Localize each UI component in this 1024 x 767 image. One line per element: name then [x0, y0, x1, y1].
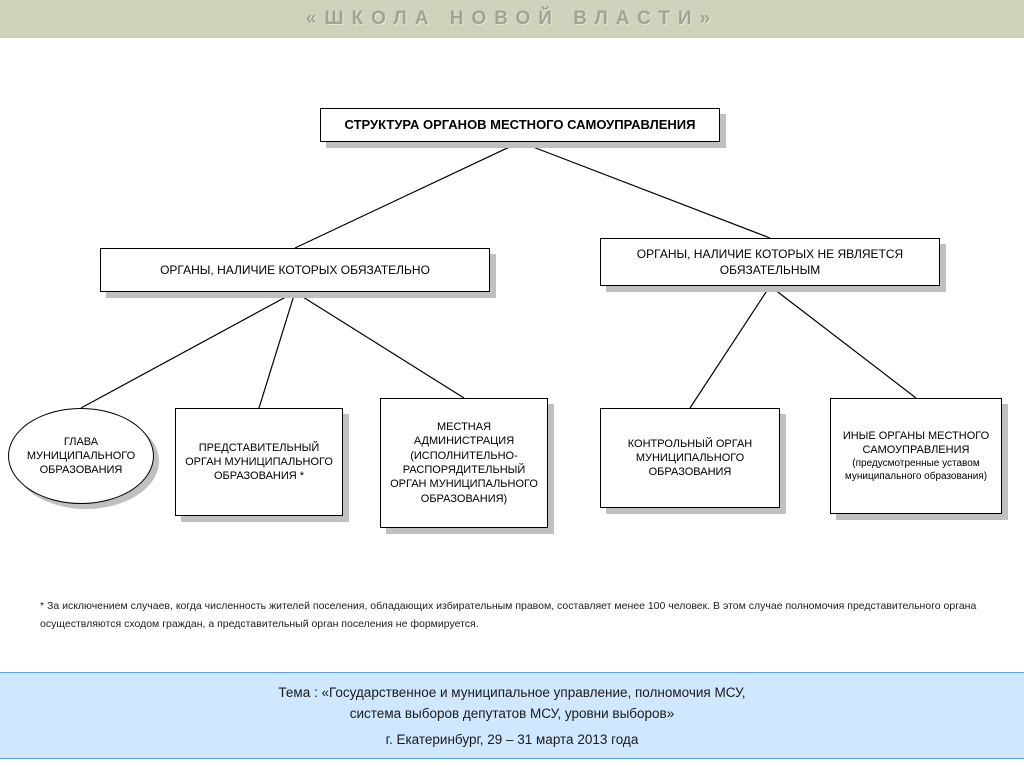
- footnote-text: * За исключением случаев, когда численно…: [40, 598, 984, 634]
- left-branch-node: ОРГАНЫ, НАЛИЧИЕ КОТОРЫХ ОБЯЗАТЕЛЬНО: [100, 248, 490, 292]
- leaf5-label-main: ИНЫЕ ОРГАНЫ МЕСТНОГО САМОУПРАВЛЕНИЯ: [839, 429, 993, 458]
- leaf4-node: КОНТРОЛЬНЫЙ ОРГАН МУНИЦИПАЛЬНОГО ОБРАЗОВ…: [600, 408, 780, 508]
- leaf5-content: ИНЫЕ ОРГАНЫ МЕСТНОГО САМОУПРАВЛЕНИЯ (пре…: [839, 429, 993, 484]
- leaf2-node: ПРЕДСТАВИТЕЛЬНЫЙ ОРГАН МУНИЦИПАЛЬНОГО ОБ…: [175, 408, 343, 516]
- left-branch-label: ОРГАНЫ, НАЛИЧИЕ КОТОРЫХ ОБЯЗАТЕЛЬНО: [160, 262, 430, 278]
- leaf4-label: КОНТРОЛЬНЫЙ ОРГАН МУНИЦИПАЛЬНОГО ОБРАЗОВ…: [609, 437, 771, 480]
- leaf5-label-sub: (предусмотренные уставом муниципального …: [839, 457, 993, 483]
- footer-line3: г. Екатеринбург, 29 – 31 марта 2013 года: [0, 730, 1024, 750]
- leaf3-node: МЕСТНАЯ АДМИНИСТРАЦИЯ (ИСПОЛНИТЕЛЬНО-РАС…: [380, 398, 548, 528]
- leaf2-label: ПРЕДСТАВИТЕЛЬНЫЙ ОРГАН МУНИЦИПАЛЬНОГО ОБ…: [184, 441, 334, 484]
- footer-band: Тема : «Государственное и муниципальное …: [0, 672, 1024, 759]
- leaf5-node: ИНЫЕ ОРГАНЫ МЕСТНОГО САМОУПРАВЛЕНИЯ (пре…: [830, 398, 1002, 514]
- footer-line1: Тема : «Государственное и муниципальное …: [0, 683, 1024, 703]
- diagram-canvas: СТРУКТУРА ОРГАНОВ МЕСТНОГО САМОУПРАВЛЕНИ…: [0, 38, 1024, 658]
- right-branch-node: ОРГАНЫ, НАЛИЧИЕ КОТОРЫХ НЕ ЯВЛЯЕТСЯ ОБЯЗ…: [600, 238, 940, 286]
- footnote-content: * За исключением случаев, когда численно…: [40, 600, 976, 630]
- root-node: СТРУКТУРА ОРГАНОВ МЕСТНОГО САМОУПРАВЛЕНИ…: [320, 108, 720, 142]
- leaf1-node: ГЛАВА МУНИЦИПАЛЬНОГО ОБРАЗОВАНИЯ: [8, 408, 154, 504]
- header-title: «ШКОЛА НОВОЙ ВЛАСТИ»: [306, 8, 718, 30]
- leaf1-label: ГЛАВА МУНИЦИПАЛЬНОГО ОБРАЗОВАНИЯ: [13, 435, 149, 478]
- footer-line2: система выборов депутатов МСУ, уровни вы…: [0, 704, 1024, 724]
- root-label: СТРУКТУРА ОРГАНОВ МЕСТНОГО САМОУПРАВЛЕНИ…: [345, 116, 696, 134]
- header-bar: «ШКОЛА НОВОЙ ВЛАСТИ»: [0, 0, 1024, 38]
- right-branch-label: ОРГАНЫ, НАЛИЧИЕ КОТОРЫХ НЕ ЯВЛЯЕТСЯ ОБЯЗ…: [609, 246, 931, 278]
- leaf3-label: МЕСТНАЯ АДМИНИСТРАЦИЯ (ИСПОЛНИТЕЛЬНО-РАС…: [389, 420, 539, 506]
